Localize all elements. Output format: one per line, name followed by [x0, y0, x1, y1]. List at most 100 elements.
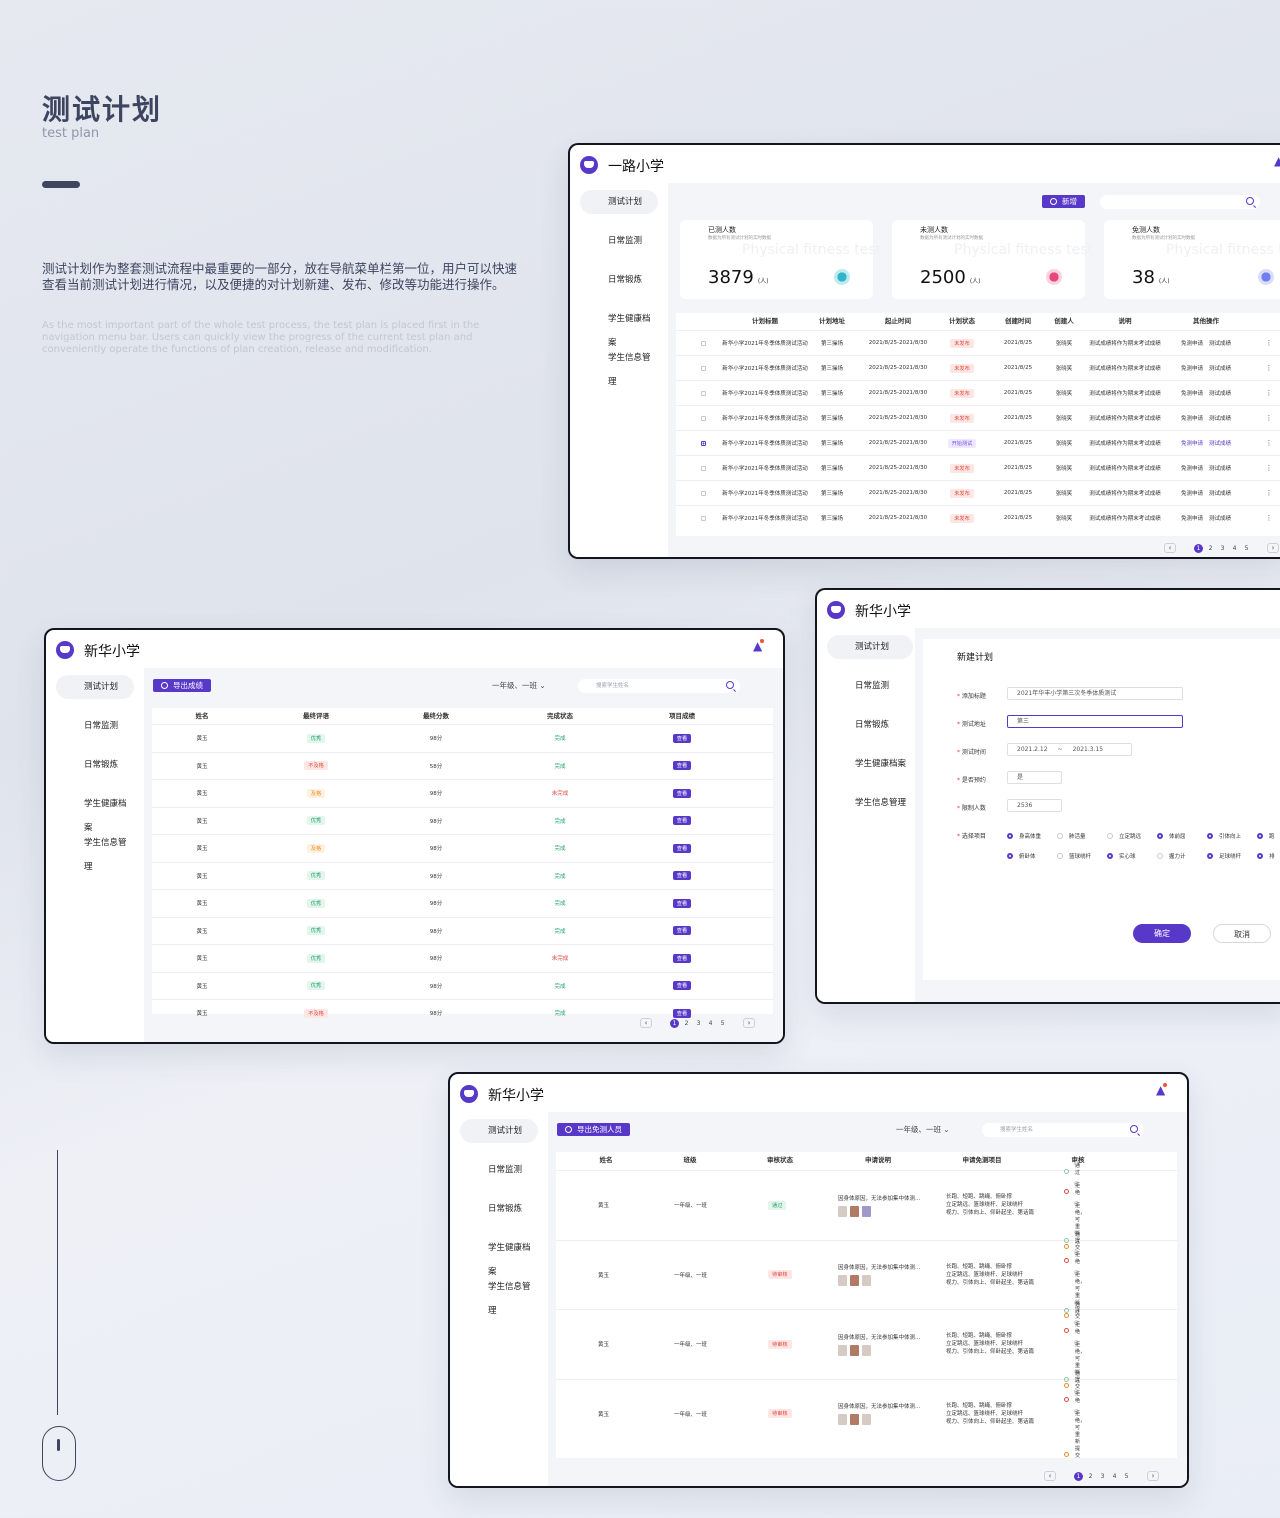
table-row[interactable]: 新华小学2021年冬季体质测试活动 第三操场 2021/8/25-2021/8/30… — [676, 430, 1280, 455]
table-row[interactable]: 黄玉 不及格 58分 完成 查看 — [152, 751, 773, 780]
more-icon[interactable]: ⋮ — [1265, 364, 1273, 372]
sidebar-item-daily-exercise[interactable]: 日常锻炼 — [608, 275, 643, 285]
test-score-link[interactable]: 测试成绩 — [1209, 416, 1232, 422]
test-score-link[interactable]: 测试成绩 — [1209, 516, 1232, 522]
next-page-button[interactable]: › — [1267, 543, 1279, 553]
exempt-apply-link[interactable]: 免测申请 — [1180, 441, 1203, 447]
project-option[interactable]: 握力计 — [1157, 852, 1186, 860]
row-checkbox[interactable] — [698, 331, 708, 355]
review-option[interactable]: 拒绝 — [1064, 1180, 1084, 1196]
view-button[interactable]: 查看 — [672, 788, 692, 798]
class-select[interactable]: 一年级、一班 ⌄ — [896, 1125, 950, 1134]
more-icon[interactable]: ⋮ — [1265, 489, 1273, 497]
checkbox-icon[interactable] — [700, 340, 706, 346]
bell-icon[interactable]: ▲ — [1274, 154, 1280, 168]
table-row[interactable]: 黄玉 一年级、一班 待审核 因身体原因，无法参加集中体测... 长跑、短跑、跳绳、俯卧撑… — [556, 1230, 1177, 1320]
option-radio-icon[interactable] — [1007, 833, 1013, 839]
radio-icon[interactable] — [1064, 1168, 1069, 1174]
sidebar-item-student-info[interactable]: 学生信息管理 — [855, 798, 907, 808]
review-option[interactable]: 通过 — [1064, 1230, 1084, 1245]
bell-icon[interactable]: ▲ — [1156, 1083, 1168, 1097]
project-option[interactable]: 身高体重 — [1007, 832, 1041, 840]
review-option[interactable]: 通过 — [1064, 1160, 1084, 1176]
option-radio-icon[interactable] — [1057, 833, 1063, 839]
radio-icon[interactable] — [1064, 1327, 1069, 1333]
checkbox-icon[interactable] — [700, 440, 706, 446]
option-radio-icon[interactable] — [1107, 853, 1113, 859]
view-button[interactable]: 查看 — [672, 953, 692, 963]
page-4[interactable]: 4 — [708, 1019, 713, 1027]
attachment-image-icon[interactable] — [862, 1275, 871, 1286]
attachment-image-icon[interactable] — [838, 1344, 847, 1356]
table-row[interactable]: 新华小学2021年冬季体质测试活动 第三操场 2021/8/25-2021/8/30… — [676, 355, 1280, 380]
option-radio-icon[interactable] — [1057, 853, 1063, 859]
student-search-input[interactable]: 搜索学生姓名 — [982, 1123, 1144, 1137]
table-row[interactable]: 新华小学2021年冬季体质测试活动 第三操场 2021/8/25-2021/8/30… — [676, 480, 1280, 505]
row-checkbox[interactable] — [698, 356, 708, 380]
page-4[interactable]: 4 — [1232, 544, 1237, 552]
option-radio-icon[interactable] — [1157, 853, 1163, 859]
radio-icon[interactable] — [1064, 1452, 1069, 1457]
project-option[interactable]: 足球绕杆 — [1207, 852, 1241, 860]
project-option[interactable]: 引体向上 — [1207, 832, 1241, 840]
checkbox-icon[interactable] — [700, 415, 706, 421]
search-icon[interactable] — [1130, 1125, 1138, 1133]
project-option[interactable]: 俯卧体 — [1007, 852, 1036, 860]
test-score-link[interactable]: 测试成绩 — [1209, 341, 1232, 347]
option-radio-icon[interactable] — [1257, 833, 1263, 839]
sidebar-item-student-info[interactable]: 学生信息管理 — [608, 353, 651, 387]
review-option[interactable]: 拒绝，可重新提交 — [1064, 1339, 1085, 1390]
add-plan-button[interactable]: 新增 — [1042, 195, 1085, 208]
exempt-apply-link[interactable]: 免测申请 — [1180, 491, 1203, 497]
radio-icon[interactable] — [1064, 1382, 1069, 1388]
attachment-thumbnails[interactable] — [838, 1414, 871, 1425]
view-button[interactable]: 查看 — [672, 733, 692, 743]
review-option[interactable]: 拒绝，可重新提交 — [1064, 1409, 1085, 1459]
view-button[interactable]: 查看 — [672, 926, 692, 936]
time-range-input[interactable]: 2021.2.12 ~2021.3.15 — [1007, 743, 1132, 756]
project-option[interactable]: 实心球 — [1107, 852, 1136, 860]
table-row[interactable]: 黄玉 及格 98分 未完成 查看 — [152, 779, 773, 807]
review-option[interactable]: 通过 — [1064, 1369, 1084, 1384]
table-row[interactable]: 黄玉 及格 98分 完成 查看 — [152, 834, 773, 862]
test-score-link[interactable]: 测试成绩 — [1209, 366, 1232, 372]
table-row[interactable]: 黄玉 优秀 98分 完成 查看 — [152, 971, 773, 1000]
table-row[interactable]: 黄玉 优秀 98分 完成 查看 — [152, 889, 773, 917]
attachment-image-icon[interactable] — [850, 1275, 859, 1286]
row-checkbox[interactable] — [698, 431, 708, 455]
review-option[interactable]: 通过 — [1064, 1299, 1084, 1315]
exempt-apply-link[interactable]: 免测申请 — [1180, 416, 1203, 422]
view-button[interactable]: 查看 — [672, 843, 692, 853]
option-radio-icon[interactable] — [1007, 853, 1013, 859]
checkbox-icon[interactable] — [700, 390, 706, 396]
table-row[interactable]: 黄玉 优秀 98分 完成 查看 — [152, 916, 773, 945]
test-score-link[interactable]: 测试成绩 — [1209, 491, 1232, 497]
address-input[interactable]: 第三 — [1007, 715, 1183, 728]
option-radio-icon[interactable] — [1257, 853, 1263, 859]
attachment-image-icon[interactable] — [850, 1205, 859, 1217]
table-row[interactable]: 新华小学2021年冬季体质测试活动 第三操场 2021/8/25-2021/8/30… — [676, 380, 1280, 405]
student-search-input[interactable]: 搜索学生姓名 — [578, 679, 740, 693]
radio-icon[interactable] — [1064, 1188, 1069, 1194]
option-radio-icon[interactable] — [1207, 853, 1213, 859]
table-row[interactable]: 新华小学2021年冬季体质测试活动 第三操场 2021/8/25-2021/8/30… — [676, 505, 1280, 530]
attachment-thumbnails[interactable] — [838, 1275, 871, 1286]
view-button[interactable]: 查看 — [672, 981, 692, 991]
table-row[interactable]: 黄玉 一年级、一班 待审核 因身体原因，无法参加集中体测... 长跑、短跑、跳绳、俯卧撑… — [556, 1299, 1177, 1390]
table-row[interactable]: 黄玉 优秀 98分 完成 查看 — [152, 806, 773, 835]
sidebar-item-daily-monitor[interactable]: 日常监测 — [488, 1165, 523, 1175]
sidebar-item-health-records[interactable]: 学生健康档案 — [608, 314, 651, 348]
exempt-apply-link[interactable]: 免测申请 — [1180, 516, 1203, 522]
attachment-image-icon[interactable] — [862, 1205, 871, 1217]
radio-icon[interactable] — [1064, 1397, 1069, 1402]
sidebar-item-test-plan[interactable]: 测试计划 — [56, 675, 134, 699]
project-option[interactable]: 篮球绕杆 — [1057, 852, 1091, 860]
more-icon[interactable]: ⋮ — [1265, 439, 1273, 447]
sidebar-item-test-plan[interactable]: 测试计划 — [580, 190, 658, 214]
page-4[interactable]: 4 — [1112, 1472, 1117, 1480]
review-option[interactable]: 拒绝 — [1064, 1250, 1084, 1265]
attachment-thumbnails[interactable] — [838, 1344, 871, 1356]
checkbox-icon[interactable] — [700, 515, 706, 521]
option-radio-icon[interactable] — [1207, 833, 1213, 839]
sidebar-item-health-records[interactable]: 学生健康档案 — [855, 759, 907, 769]
